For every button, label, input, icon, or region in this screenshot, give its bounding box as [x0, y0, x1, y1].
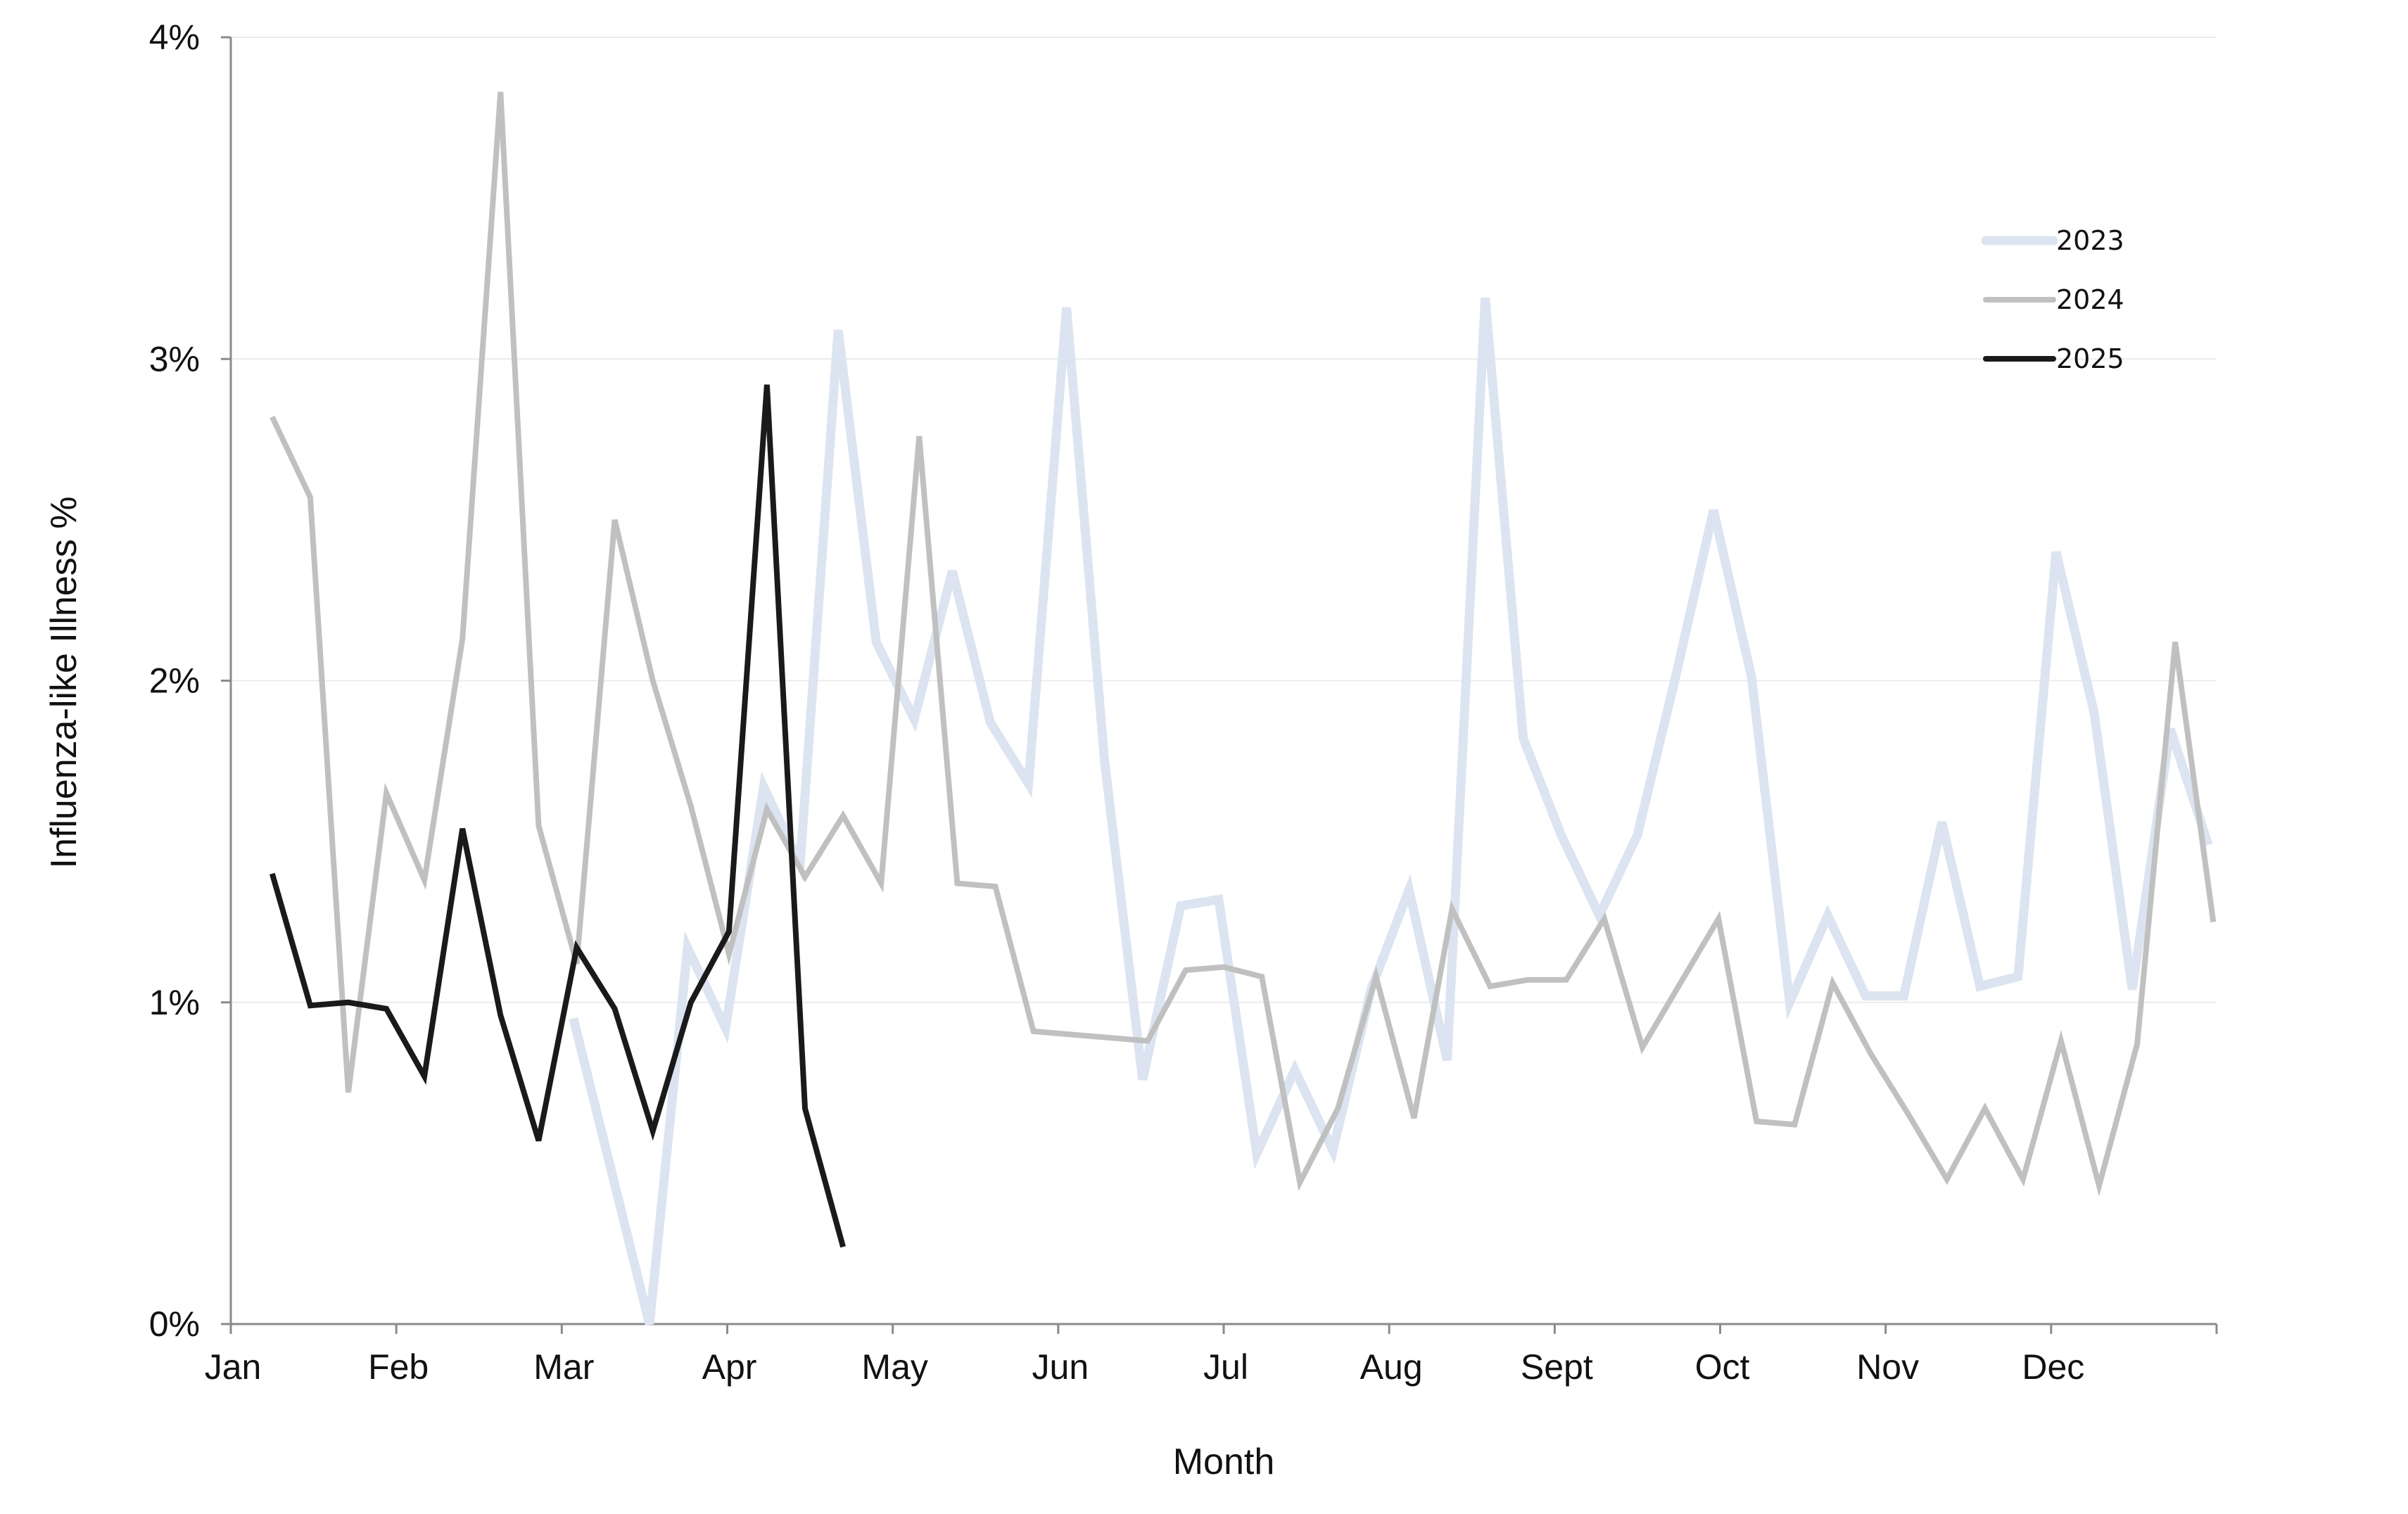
x-tick-label: Jan — [205, 1347, 262, 1387]
y-axis-title: Influenza-like Illness % — [44, 497, 84, 869]
legend-label-2023: 2023 — [2056, 225, 2124, 256]
gridlines — [231, 37, 2217, 1003]
series-line-2025 — [269, 384, 846, 1248]
series-line-2023 — [569, 297, 2213, 1325]
x-tick-label: Dec — [2022, 1347, 2084, 1387]
y-tick-label: 2% — [149, 661, 200, 701]
x-tick-label: Apr — [702, 1347, 757, 1387]
legend-label-2024: 2024 — [2056, 284, 2124, 315]
x-tick-label: Nov — [1856, 1347, 1919, 1387]
tick-labels: 0% 1% 2% 3% 4% Jan Feb Mar Apr May Jun Jul Aug Sept Oc… — [149, 18, 2085, 1387]
x-tick-label: Jun — [1032, 1347, 1089, 1387]
x-tick-label: Oct — [1695, 1347, 1750, 1387]
y-tick-label: 1% — [149, 983, 200, 1022]
x-axis-title: Month — [1173, 1442, 1275, 1482]
series-lines — [269, 91, 2217, 1325]
x-tick-label: May — [861, 1347, 927, 1387]
y-tick-label: 4% — [149, 18, 200, 57]
x-tick-label: Feb — [368, 1347, 429, 1387]
y-tick-label: 3% — [149, 339, 200, 378]
x-tick-label: Sept — [1521, 1347, 1593, 1387]
legend-label-2025: 2025 — [2056, 343, 2124, 374]
x-tick-label: Jul — [1203, 1347, 1248, 1387]
y-tick-label: 0% — [149, 1304, 200, 1344]
series-line-2024 — [270, 91, 2217, 1197]
legend: 2023 2024 2025 — [1981, 225, 2124, 374]
x-tick-label: Mar — [533, 1347, 594, 1387]
x-tick-label: Aug — [1360, 1347, 1423, 1387]
axes — [221, 36, 2218, 1334]
